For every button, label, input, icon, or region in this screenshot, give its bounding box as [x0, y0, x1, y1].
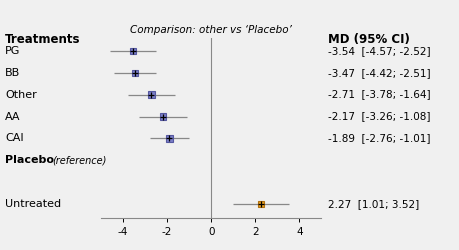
Bar — [258, 201, 264, 207]
Text: -3.47  [-4.42; -2.51]: -3.47 [-4.42; -2.51] — [328, 68, 431, 78]
Title: Comparison: other vs ‘Placebo’: Comparison: other vs ‘Placebo’ — [130, 25, 292, 35]
Text: Other: Other — [5, 90, 37, 100]
Text: -1.89  [-2.76; -1.01]: -1.89 [-2.76; -1.01] — [328, 134, 431, 143]
Bar — [148, 92, 155, 98]
Bar — [167, 136, 173, 141]
Text: Treatments: Treatments — [5, 33, 80, 46]
Text: 2.27  [1.01; 3.52]: 2.27 [1.01; 3.52] — [328, 199, 420, 209]
Bar — [160, 114, 167, 119]
Text: AA: AA — [5, 112, 21, 122]
Text: MD (95% CI): MD (95% CI) — [328, 33, 410, 46]
Text: CAI: CAI — [5, 134, 24, 143]
Bar — [132, 70, 138, 76]
Text: -3.54  [-4.57; -2.52]: -3.54 [-4.57; -2.52] — [328, 46, 431, 56]
Text: -2.71  [-3.78; -1.64]: -2.71 [-3.78; -1.64] — [328, 90, 431, 100]
Text: (reference): (reference) — [52, 156, 107, 166]
Text: BB: BB — [5, 68, 20, 78]
Bar — [130, 48, 136, 54]
Text: PG: PG — [5, 46, 20, 56]
Text: Untreated: Untreated — [5, 199, 61, 209]
Text: Placebo: Placebo — [5, 156, 54, 166]
Text: -2.17  [-3.26; -1.08]: -2.17 [-3.26; -1.08] — [328, 112, 431, 122]
